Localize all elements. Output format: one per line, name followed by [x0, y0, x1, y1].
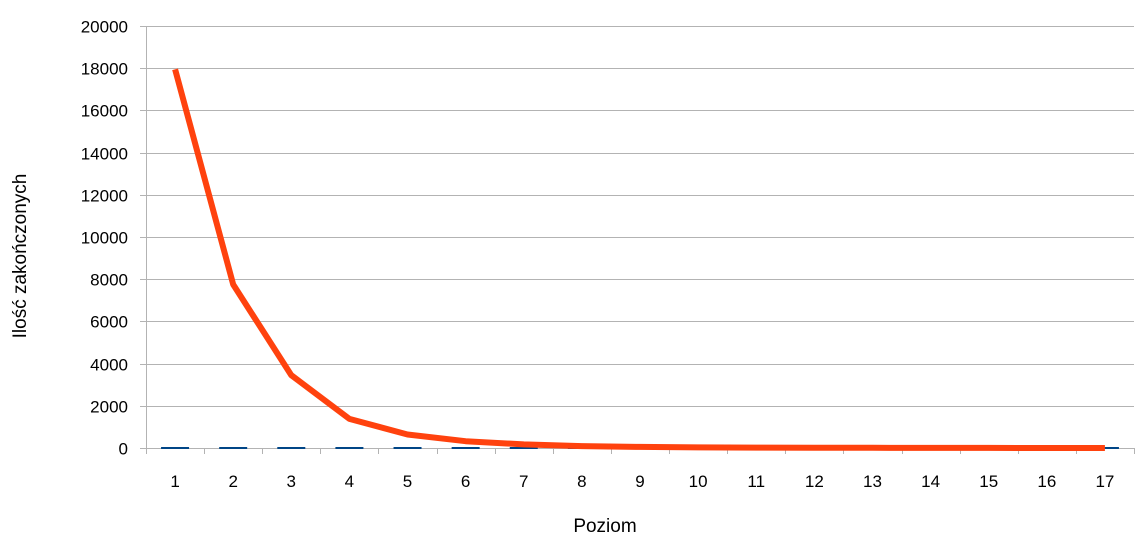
y-axis-title: Ilość zakończonych — [10, 174, 31, 339]
gridlines — [140, 26, 1134, 449]
x-tick-label: 10 — [689, 472, 708, 491]
series-1-line — [172, 68, 1105, 451]
y-tick-label: 0 — [119, 440, 128, 459]
y-tick-label: 6000 — [90, 313, 128, 332]
x-tick-label: 7 — [519, 472, 528, 491]
y-tick-label: 4000 — [90, 356, 128, 375]
x-tick-label: 15 — [979, 472, 998, 491]
x-tick-label: 5 — [403, 472, 412, 491]
y-tick-label: 14000 — [81, 145, 128, 164]
series-lines — [161, 68, 1119, 451]
x-tick-label: 4 — [345, 472, 354, 491]
y-tick-label: 8000 — [90, 271, 128, 290]
y-tick-label: 2000 — [90, 398, 128, 417]
x-tick-label: 13 — [863, 472, 882, 491]
y-tick-label: 20000 — [81, 18, 128, 37]
x-axis-title: Poziom — [573, 516, 636, 537]
x-tick-label: 9 — [635, 472, 644, 491]
x-tick-label: 1 — [170, 472, 179, 491]
x-tick-label: 16 — [1037, 472, 1056, 491]
y-tick-label: 18000 — [81, 60, 128, 79]
x-tick-label: 2 — [228, 472, 237, 491]
x-tick-label: 14 — [921, 472, 940, 491]
y-tick-labels: 0 2000 4000 6000 8000 10000 12000 14000 16000 180… — [81, 18, 128, 459]
axes — [146, 26, 1135, 454]
x-tick-label: 3 — [287, 472, 296, 491]
x-tick-label: 17 — [1095, 472, 1114, 491]
x-tick-label: 6 — [461, 472, 470, 491]
x-tick-label: 11 — [747, 472, 765, 491]
x-tick-label: 8 — [577, 472, 586, 491]
y-tick-label: 10000 — [81, 229, 128, 248]
y-tick-label: 16000 — [81, 102, 128, 121]
x-tick-label: 12 — [805, 472, 824, 491]
y-tick-label: 12000 — [81, 187, 128, 206]
x-tick-labels: 1 2 3 4 5 6 7 8 9 10 11 12 13 14 15 16 17 — [170, 472, 1114, 491]
